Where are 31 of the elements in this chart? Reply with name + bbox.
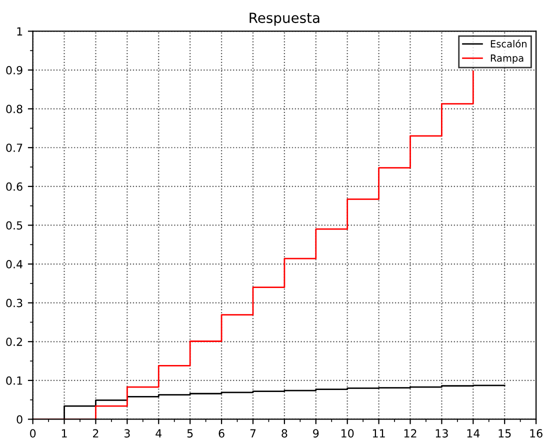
y-tick-label: 0.1 [6, 376, 22, 385]
y-tick-label: 0.6 [6, 182, 22, 191]
x-tick-label: 1 [62, 429, 67, 438]
x-tick-label: 6 [218, 429, 224, 438]
x-tick-label: 11 [372, 429, 385, 438]
x-tick-label: 2 [93, 429, 98, 438]
y-tick-label: 0.5 [6, 221, 22, 230]
x-tick-label: 0 [30, 429, 36, 438]
x-tick-label: 12 [404, 429, 416, 438]
x-tick-label: 5 [187, 429, 193, 438]
x-tick-label: 15 [498, 429, 511, 438]
chart-title: Respuesta [250, 12, 320, 26]
x-tick-label: 3 [124, 429, 130, 438]
x-tick-label: 10 [341, 429, 354, 438]
y-tick-label: 0.3 [6, 298, 22, 308]
x-tick-label: 4 [156, 429, 162, 438]
x-tick-label: 7 [250, 429, 256, 438]
x-tick-label: 14 [467, 429, 480, 438]
x-tick-label: 16 [530, 429, 542, 438]
y-tick-label: 1 [17, 27, 22, 36]
x-tick-label: 9 [313, 429, 319, 438]
y-tick-label: 0.7 [6, 144, 22, 152]
y-tick-label: 0 [16, 415, 22, 424]
y-tick-label: 0.2 [6, 338, 22, 346]
x-tick-label: 8 [282, 429, 288, 438]
y-tick-label: 0.8 [6, 104, 22, 114]
y-tick-label: 0.4 [6, 260, 22, 268]
legend-label: Rampa [490, 54, 524, 64]
y-tick-label: 0.9 [6, 66, 22, 74]
x-tick-label: 13 [436, 429, 448, 438]
legend-label: Escalón [490, 40, 526, 48]
